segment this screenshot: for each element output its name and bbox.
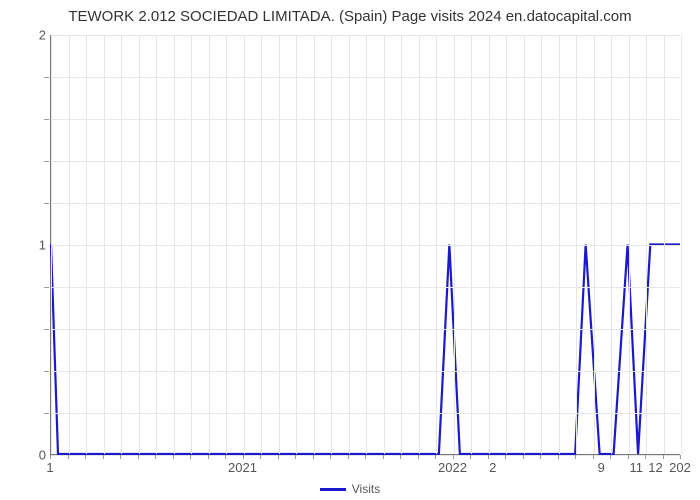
x-tick-label: 9 [598, 460, 605, 475]
x-tick-minor [190, 455, 191, 459]
grid-line-h [51, 245, 680, 246]
x-tick-minor [365, 455, 366, 459]
y-tick-minor [44, 119, 49, 120]
x-tick-minor [418, 455, 419, 459]
x-tick-minor [260, 455, 261, 459]
x-tick-minor [155, 455, 156, 459]
x-tick-minor [610, 455, 611, 459]
legend: Visits [0, 482, 700, 496]
x-tick-minor [295, 455, 296, 459]
grid-line-h [51, 119, 680, 120]
x-tick-minor [680, 455, 681, 459]
chart-title: TEWORK 2.012 SOCIEDAD LIMITADA. (Spain) … [0, 0, 700, 25]
x-tick-minor [383, 455, 384, 459]
x-tick-minor [663, 455, 664, 459]
x-tick-minor [208, 455, 209, 459]
x-tick-minor [400, 455, 401, 459]
x-tick-minor [120, 455, 121, 459]
x-tick-minor [50, 455, 51, 459]
x-tick-minor [488, 455, 489, 459]
x-tick-minor [558, 455, 559, 459]
grid-line-h [51, 203, 680, 204]
y-tick-minor [44, 161, 49, 162]
x-tick-minor [593, 455, 594, 459]
x-tick-minor [645, 455, 646, 459]
y-tick-minor [44, 77, 49, 78]
plot-area [50, 35, 680, 455]
grid-line-h [51, 77, 680, 78]
grid-line-v [681, 35, 682, 454]
x-tick-minor [85, 455, 86, 459]
x-tick-minor [470, 455, 471, 459]
x-tick-minor [505, 455, 506, 459]
y-tick-minor [44, 203, 49, 204]
x-tick-minor [138, 455, 139, 459]
x-tick-minor [523, 455, 524, 459]
x-tick-minor [628, 455, 629, 459]
x-tick-label: 12 [648, 460, 662, 475]
x-tick-label: 2 [489, 460, 496, 475]
y-tick-minor [44, 287, 49, 288]
x-tick-minor [313, 455, 314, 459]
x-tick-minor [453, 455, 454, 459]
x-tick-minor [330, 455, 331, 459]
x-tick-minor [243, 455, 244, 459]
x-tick-label: 2021 [228, 460, 257, 475]
x-tick-minor [278, 455, 279, 459]
x-tick-minor [68, 455, 69, 459]
y-tick-minor [44, 413, 49, 414]
x-tick-minor [575, 455, 576, 459]
x-tick-label: 202 [669, 460, 691, 475]
x-tick-minor [225, 455, 226, 459]
x-tick-label: 1 [46, 460, 53, 475]
grid-line-h [51, 161, 680, 162]
x-tick-label: 2022 [438, 460, 467, 475]
chart-container: TEWORK 2.012 SOCIEDAD LIMITADA. (Spain) … [0, 0, 700, 500]
x-tick-minor [540, 455, 541, 459]
y-tick-label: 0 [30, 448, 46, 463]
legend-swatch [320, 488, 346, 491]
grid-line-h [51, 371, 680, 372]
grid-line-h [51, 287, 680, 288]
x-tick-minor [103, 455, 104, 459]
x-tick-minor [348, 455, 349, 459]
y-tick-label: 2 [30, 28, 46, 43]
grid-line-h [51, 35, 680, 36]
y-tick-minor [44, 329, 49, 330]
legend-label: Visits [352, 482, 380, 496]
grid-line-h [51, 413, 680, 414]
y-tick-label: 1 [30, 238, 46, 253]
y-tick-minor [44, 371, 49, 372]
grid-line-h [51, 329, 680, 330]
x-tick-minor [435, 455, 436, 459]
x-tick-minor [173, 455, 174, 459]
x-tick-label: 11 [630, 460, 644, 475]
